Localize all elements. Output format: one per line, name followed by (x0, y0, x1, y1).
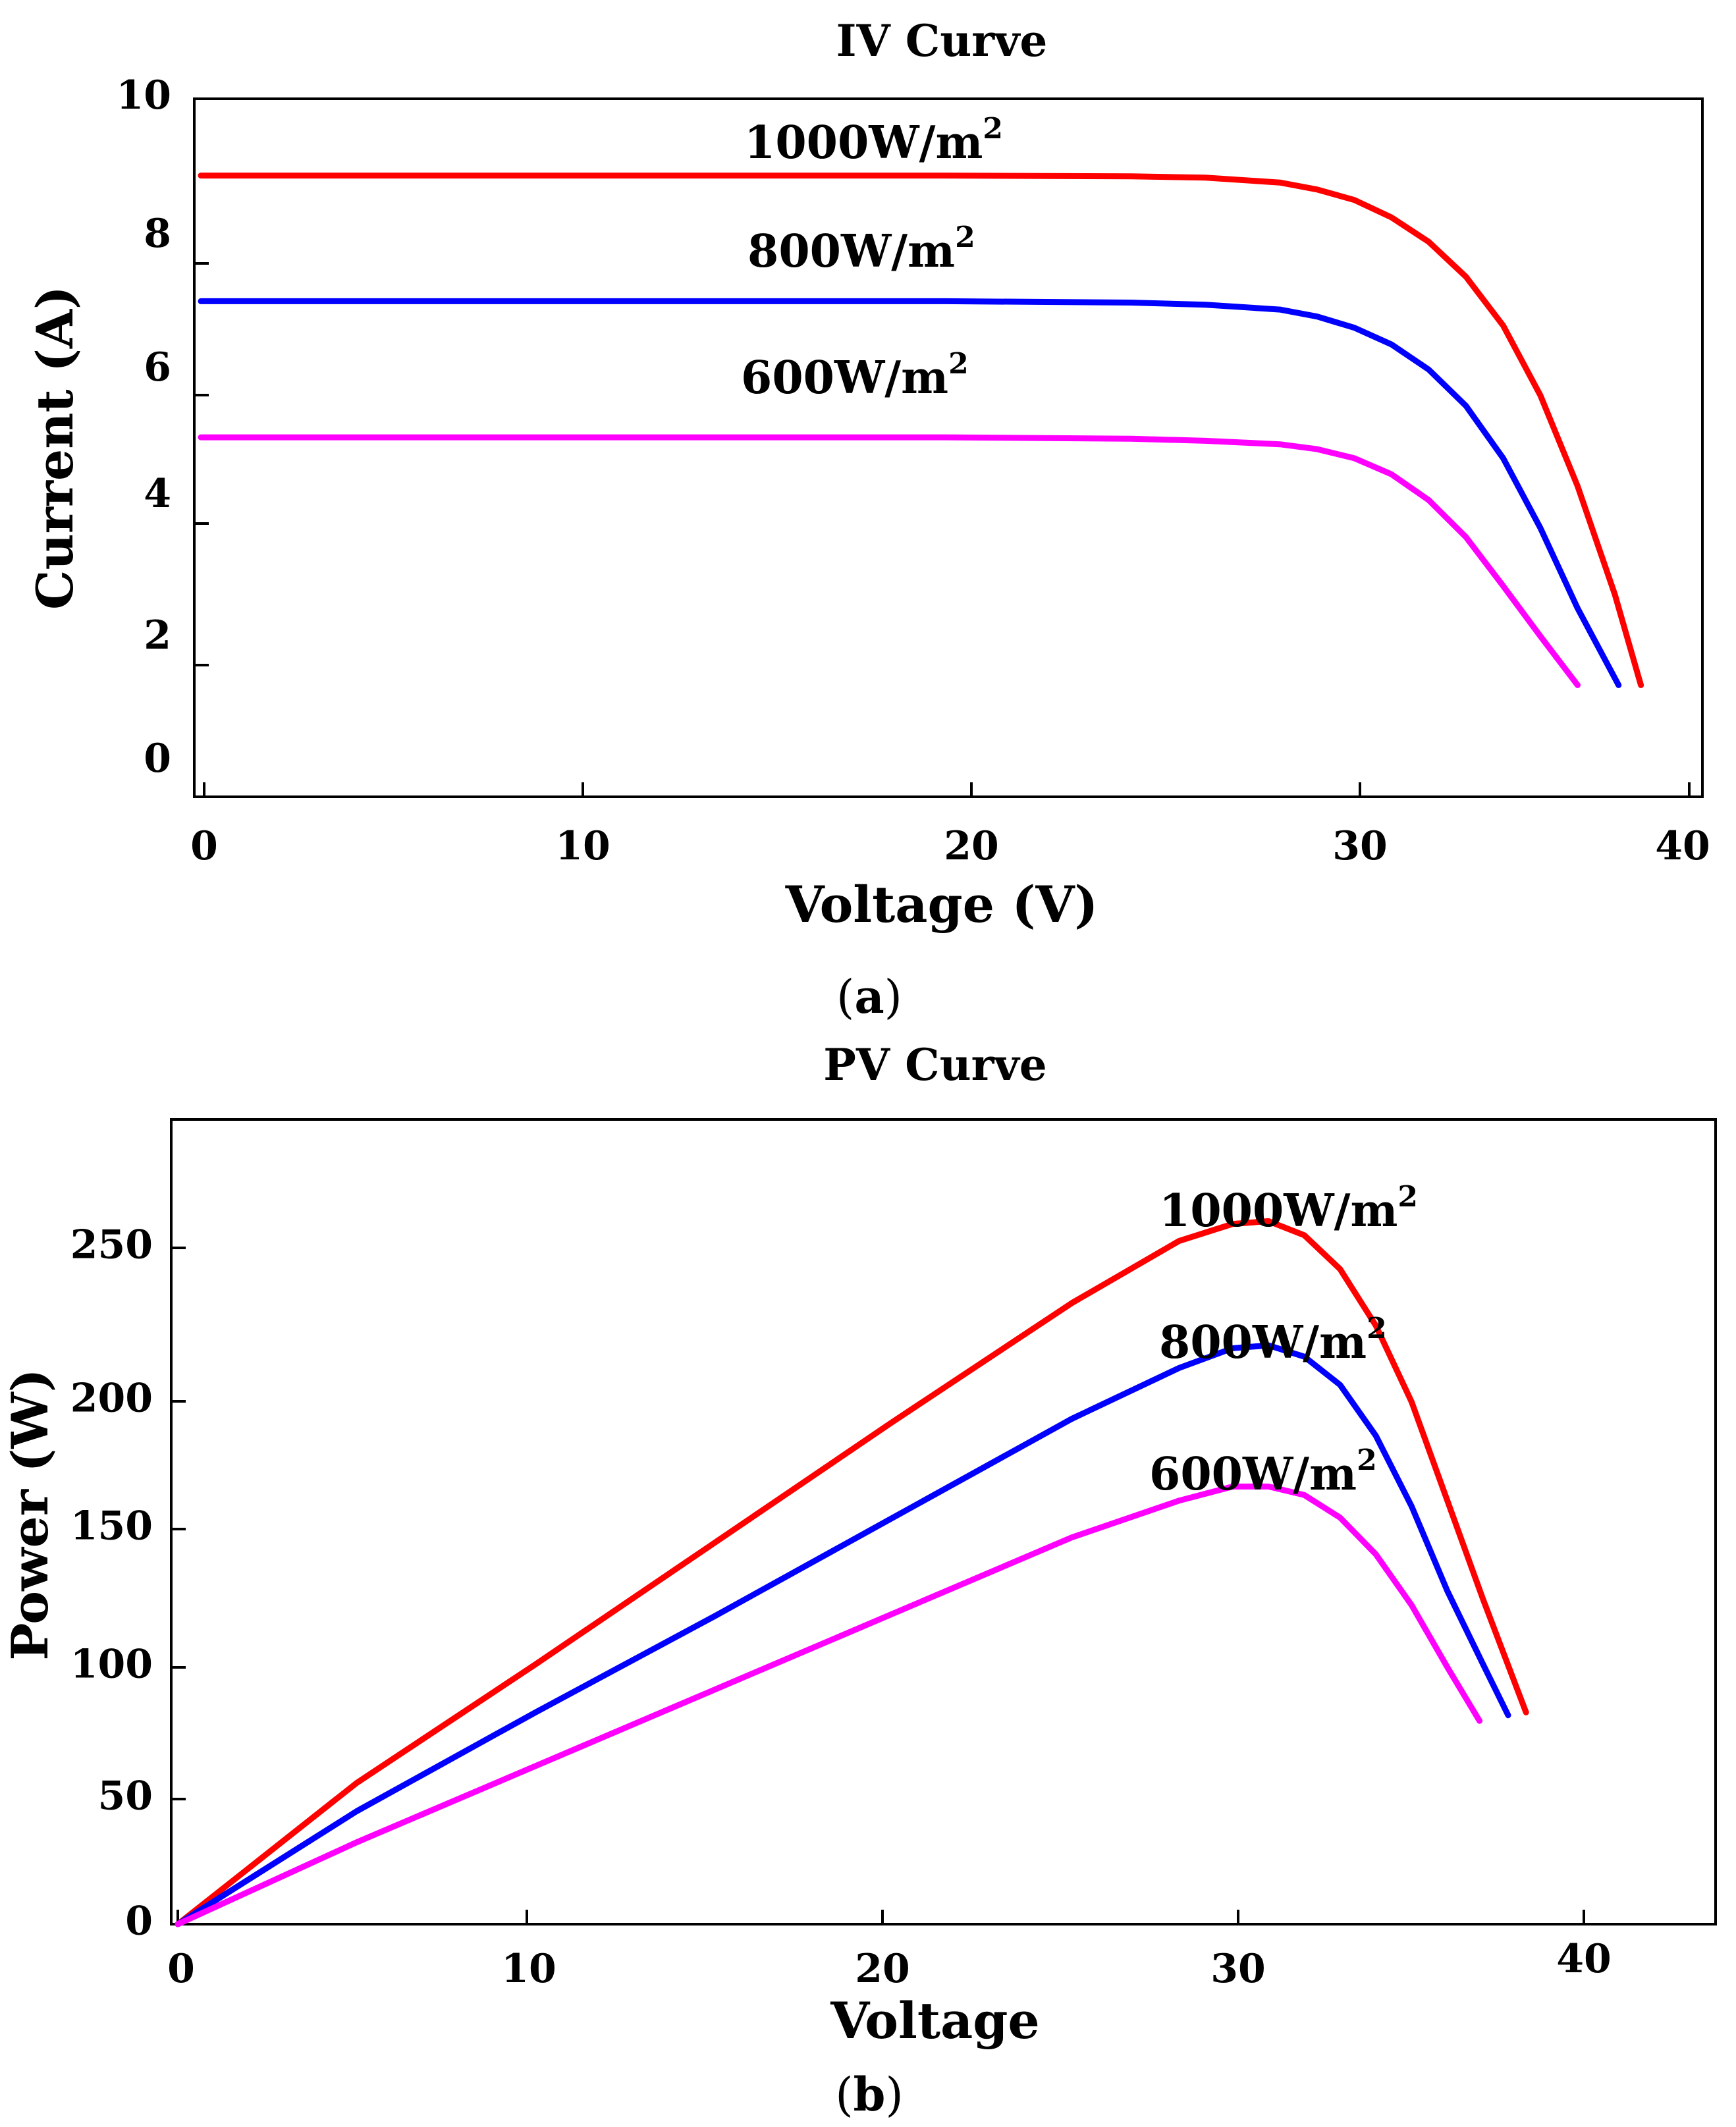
pv-series-line-800 (175, 1342, 1511, 1927)
pv-y-tick-label: 50 (98, 1773, 153, 1819)
iv-x-axis-label: Voltage (V) (785, 875, 1099, 934)
iv-series-line-800 (198, 298, 1622, 688)
pv-x-tick-label: 40 (1556, 1936, 1612, 1982)
iv-y-tick-label: 2 (144, 612, 171, 659)
pv-tick-marks (171, 1247, 1585, 1925)
pv-x-axis-label: Voltage (830, 1991, 1039, 2050)
iv-series-lines (198, 173, 1644, 688)
iv-x-tick-label: 40 (1655, 823, 1710, 869)
pv-x-tick-label: 0 (167, 1946, 195, 1992)
iv-series-label-800: 800W/m2 (747, 221, 975, 278)
iv-series-label-1000: 1000W/m2 (744, 112, 1003, 169)
pv-x-tick-label: 10 (501, 1946, 556, 1992)
iv-x-tick-label: 30 (1332, 823, 1388, 869)
iv-x-tick-label: 0 (190, 823, 218, 869)
pv-y-tick-label: 0 (125, 1898, 153, 1945)
pv-series-lines (175, 1218, 1529, 1927)
pv-plot-frame (170, 1118, 1717, 1925)
iv-series-line-1000 (198, 173, 1644, 688)
pv-y-tick-label: 250 (70, 1222, 153, 1268)
iv-x-ticks: 0 10 20 30 40 (190, 823, 1710, 869)
iv-y-tick-label: 6 (144, 344, 171, 390)
pv-y-ticks: 0 50 100 150 200 250 (70, 1222, 153, 1945)
pv-chart: PV Curve 0 50 100 150 200 250 0 10 20 30… (1, 1039, 1717, 2122)
pv-y-tick-label: 100 (70, 1642, 153, 1688)
pv-series-label-1000: 1000W/m2 (1159, 1180, 1418, 1237)
pv-x-tick-label: 30 (1210, 1946, 1266, 1992)
pv-x-tick-label: 20 (855, 1946, 910, 1992)
pv-caption: (b) (835, 2067, 904, 2122)
pv-x-ticks: 0 10 20 30 40 (167, 1936, 1612, 1992)
pv-chart-title: PV Curve (823, 1039, 1046, 1090)
pv-series-line-600 (175, 1483, 1483, 1927)
iv-y-tick-label: 10 (117, 72, 172, 119)
iv-chart: IV Curve 0 2 4 6 8 10 0 10 20 30 40 Volt… (26, 15, 1710, 1024)
iv-plot-frame (193, 97, 1704, 798)
iv-series-line-600 (198, 434, 1581, 688)
iv-y-tick-label: 4 (144, 471, 171, 517)
iv-y-tick-label: 8 (144, 211, 171, 257)
iv-y-ticks: 0 2 4 6 8 10 (117, 72, 172, 782)
iv-y-tick-label: 0 (144, 736, 171, 782)
iv-x-tick-label: 20 (944, 823, 999, 869)
pv-y-tick-label: 200 (70, 1376, 153, 1422)
pv-y-axis-label: Power (W) (1, 1368, 59, 1660)
pv-series-label-800: 800W/m2 (1159, 1312, 1387, 1369)
iv-x-tick-label: 10 (555, 823, 610, 869)
iv-y-axis-label: Current (A) (26, 286, 84, 610)
pv-series-line-1000 (175, 1218, 1529, 1927)
iv-tick-marks (194, 97, 1691, 798)
pv-y-tick-label: 150 (70, 1503, 153, 1549)
pv-series-label-600: 600W/m2 (1149, 1443, 1377, 1501)
iv-caption: (a) (836, 969, 902, 1024)
iv-chart-title: IV Curve (836, 15, 1048, 67)
iv-series-label-600: 600W/m2 (741, 347, 969, 404)
